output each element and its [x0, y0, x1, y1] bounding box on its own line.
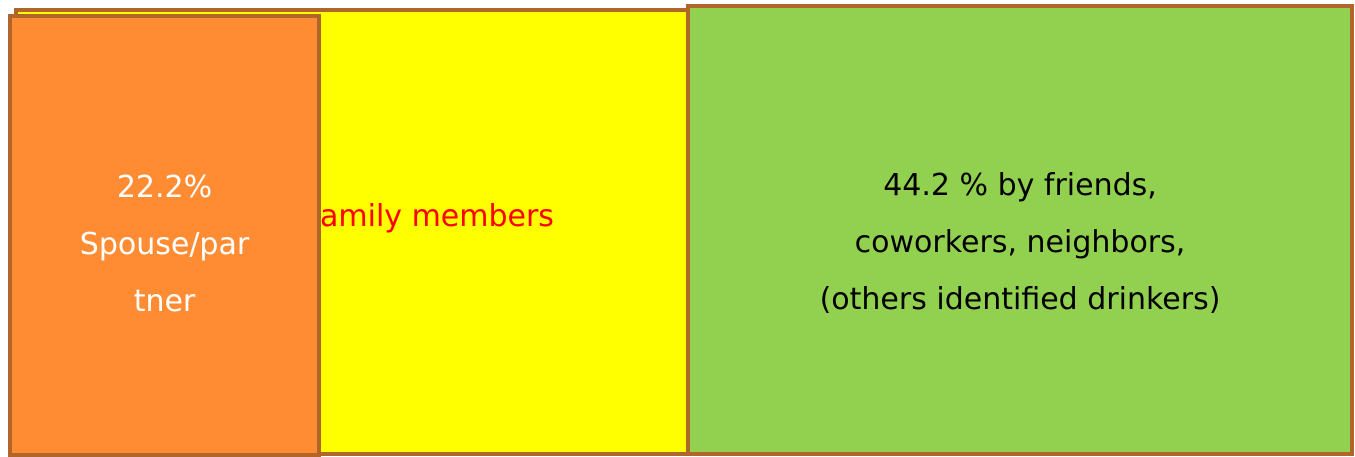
friends-box: 44.2 % by friends, coworkers, neighbors,… [686, 4, 1354, 456]
spouse-label: Spouse/par [79, 227, 250, 262]
spouse-label: tner [133, 284, 196, 319]
family-label: amily members [320, 199, 554, 234]
spouse-box: 22.2% Spouse/par tner [8, 14, 321, 457]
spouse-label: 22.2% [116, 170, 213, 205]
friends-label: 44.2 % by friends, [883, 168, 1157, 203]
friends-label: (others identified drinkers) [819, 282, 1221, 317]
friends-label: coworkers, neighbors, [854, 225, 1186, 260]
